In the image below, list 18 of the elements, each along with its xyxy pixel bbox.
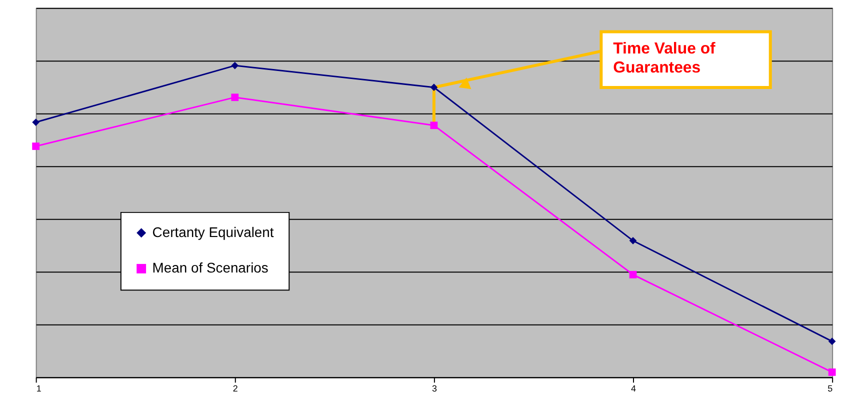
x-tick-label: 1 [36,384,42,394]
point [32,142,40,150]
legend-label: Mean of Scenarios [152,260,268,276]
annotation: Time Value of Guarantees [613,40,716,77]
x-tick-label: 2 [232,384,238,394]
x-tick-label: 4 [631,384,636,394]
point [430,84,438,92]
point [828,368,836,376]
legend-label: Certanty Equivalent [152,224,274,240]
x-tick-label: 3 [432,384,437,394]
point [231,62,239,70]
point [828,338,836,346]
x-tick-label: 5 [828,384,833,394]
point [430,122,438,130]
point [231,94,239,102]
point [629,236,637,244]
point [629,270,637,278]
point [32,118,40,126]
